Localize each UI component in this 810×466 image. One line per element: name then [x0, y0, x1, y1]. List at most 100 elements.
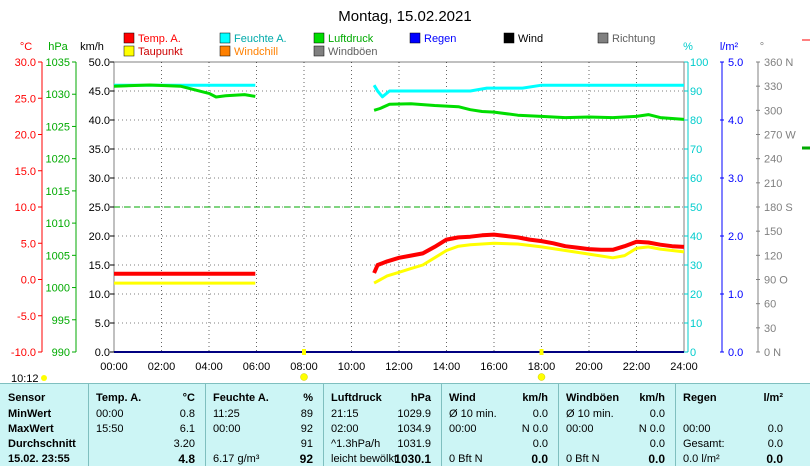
humidity-tick-label: 10 [690, 318, 702, 330]
column-separator [675, 384, 676, 466]
direction-tick-label: 360 N [764, 57, 793, 69]
direction-tick-label: 180 S [764, 202, 793, 214]
x-tick-label: 20:00 [575, 361, 603, 373]
wind-tick-label: 40.0 [89, 115, 110, 127]
wind-tick-label: 45.0 [89, 86, 110, 98]
column-separator [88, 384, 89, 466]
humidity-tick-label: 70 [690, 144, 702, 156]
cell-time: 00:00 [213, 423, 241, 435]
pressure-tick-label: 1010 [46, 218, 70, 230]
pressure-tick-label: 1035 [46, 57, 70, 69]
column-separator [558, 384, 559, 466]
cell-value: 0.0 [767, 438, 783, 450]
column-header: Wind [449, 392, 476, 404]
column-unit: l/m² [763, 392, 783, 404]
legend-swatch [409, 32, 421, 44]
cell-time: ^1.3hPa/h [331, 438, 381, 450]
direction-tick-label: 0 N [764, 347, 781, 359]
x-tick-label: 22:00 [623, 361, 651, 373]
pressure-tick-label: 1030 [46, 89, 70, 101]
column-separator [323, 384, 324, 466]
humidity-tick-label: 60 [690, 173, 702, 185]
column-separator [441, 384, 442, 466]
direction-tick-label: 30 [764, 323, 776, 335]
humidity-tick-label: 30 [690, 260, 702, 272]
cell-value: 1034.9 [397, 423, 431, 435]
x-tick-label: 08:00 [290, 361, 318, 373]
cell-time: Ø 10 min. [449, 408, 497, 420]
pressure-unit-label: hPa [48, 41, 68, 53]
pressure-tick-label: 1020 [46, 154, 70, 166]
humidity-tick-label: 80 [690, 115, 702, 127]
series-line-taupunkt [373, 241, 685, 285]
legend-swatch [313, 45, 325, 57]
wind-tick-label: 20.0 [89, 231, 110, 243]
row-label: 15.02. 23:55 [8, 453, 70, 465]
cell-value: 0.0 [531, 452, 548, 466]
temp-tick-label: -5.0 [17, 311, 36, 323]
row-label: MaxWert [8, 423, 54, 435]
cell-value: 3.20 [173, 438, 195, 450]
rain-tick-label: 4.0 [728, 115, 743, 127]
temp-tick-label: 20.0 [15, 130, 36, 142]
column-header: Windböen [566, 392, 620, 404]
x-tick-label: 06:00 [243, 361, 271, 373]
legend: Temp. A. Feuchte A. Luftdruck Regen Wind Rich… [123, 32, 655, 58]
x-tick-label: 02:00 [148, 361, 176, 373]
axis-unit-labels: °C hPa km/h % l/m² ° [20, 41, 764, 53]
cell-value: 89 [300, 408, 313, 420]
rain-tick-label: 2.0 [728, 231, 743, 243]
cell-time: 0.0 l/m² [683, 453, 720, 465]
legend-label: Taupunkt [138, 46, 183, 58]
x-tick-label: 24:00 [670, 361, 698, 373]
legend-label: Windböen [328, 46, 378, 58]
wind-tick-label: 50.0 [89, 57, 110, 69]
humidity-tick-label: 40 [690, 231, 702, 243]
series [113, 39, 810, 353]
weather-chart: Montag, 15.02.2021 Temp. A. Feuchte A. Luf… [11, 8, 810, 383]
temp-tick-label: 25.0 [15, 93, 36, 105]
axes: 30.0 25.0 20.0 15.0 10.0 5.0 0.0 -5.0 -10.0 1035 1… [11, 57, 796, 359]
wind-unit-label: km/h [80, 41, 104, 53]
cell-value: 0.0 [767, 423, 783, 435]
rain-tick-label: 3.0 [728, 173, 743, 185]
cell-time: 00:00 [683, 423, 711, 435]
temp-tick-label: 0.0 [21, 275, 36, 287]
cell-time: Gesamt: [683, 438, 725, 450]
cell-time: 11:25 [213, 408, 240, 420]
cell-time: 0 Bft N [449, 453, 483, 465]
column-header: Luftdruck [331, 392, 382, 404]
row-label: MinWert [8, 408, 52, 420]
direction-tick-label: 240 [764, 154, 782, 166]
series-line-feuchtea [372, 83, 684, 99]
column-header: Feuchte A. [213, 392, 269, 404]
column-unit: % [303, 392, 313, 404]
wind-tick-label: 0.0 [95, 347, 110, 359]
legend-swatch [503, 32, 515, 44]
cell-time: 6.17 g/m³ [213, 453, 260, 465]
x-tick-label: 14:00 [433, 361, 461, 373]
humidity-tick-label: 20 [690, 289, 702, 301]
direction-tick-label: 90 O [764, 275, 788, 287]
column-unit: °C [182, 392, 195, 404]
x-tick-label: 00:00 [100, 361, 128, 373]
cell-time: leicht bewölkt [331, 453, 398, 465]
x-tick-label: 18:00 [528, 361, 556, 373]
cell-value: 0.0 [766, 452, 783, 466]
time-marker-dot [300, 373, 308, 381]
wind-tick-label: 5.0 [95, 318, 110, 330]
column-header: Sensor [8, 392, 46, 404]
legend-label: Feuchte A. [234, 33, 287, 45]
cell-time: 00:00 [96, 408, 124, 420]
humidity-tick-label: 90 [690, 86, 702, 98]
column-separator [205, 384, 206, 466]
summary-table: Sensor Temp. A. °C Feuchte A.% Luftdruck hPa W… [0, 383, 810, 466]
cell-value: 1030.1 [394, 452, 431, 466]
column-header: Temp. A. [96, 392, 142, 404]
legend-swatch [123, 32, 135, 44]
rain-tick-label: 5.0 [728, 57, 743, 69]
direction-tick-label: 60 [764, 299, 776, 311]
humidity-unit-label: % [683, 41, 693, 53]
direction-tick-label: 330 [764, 81, 782, 93]
column-unit: km/h [522, 392, 548, 404]
